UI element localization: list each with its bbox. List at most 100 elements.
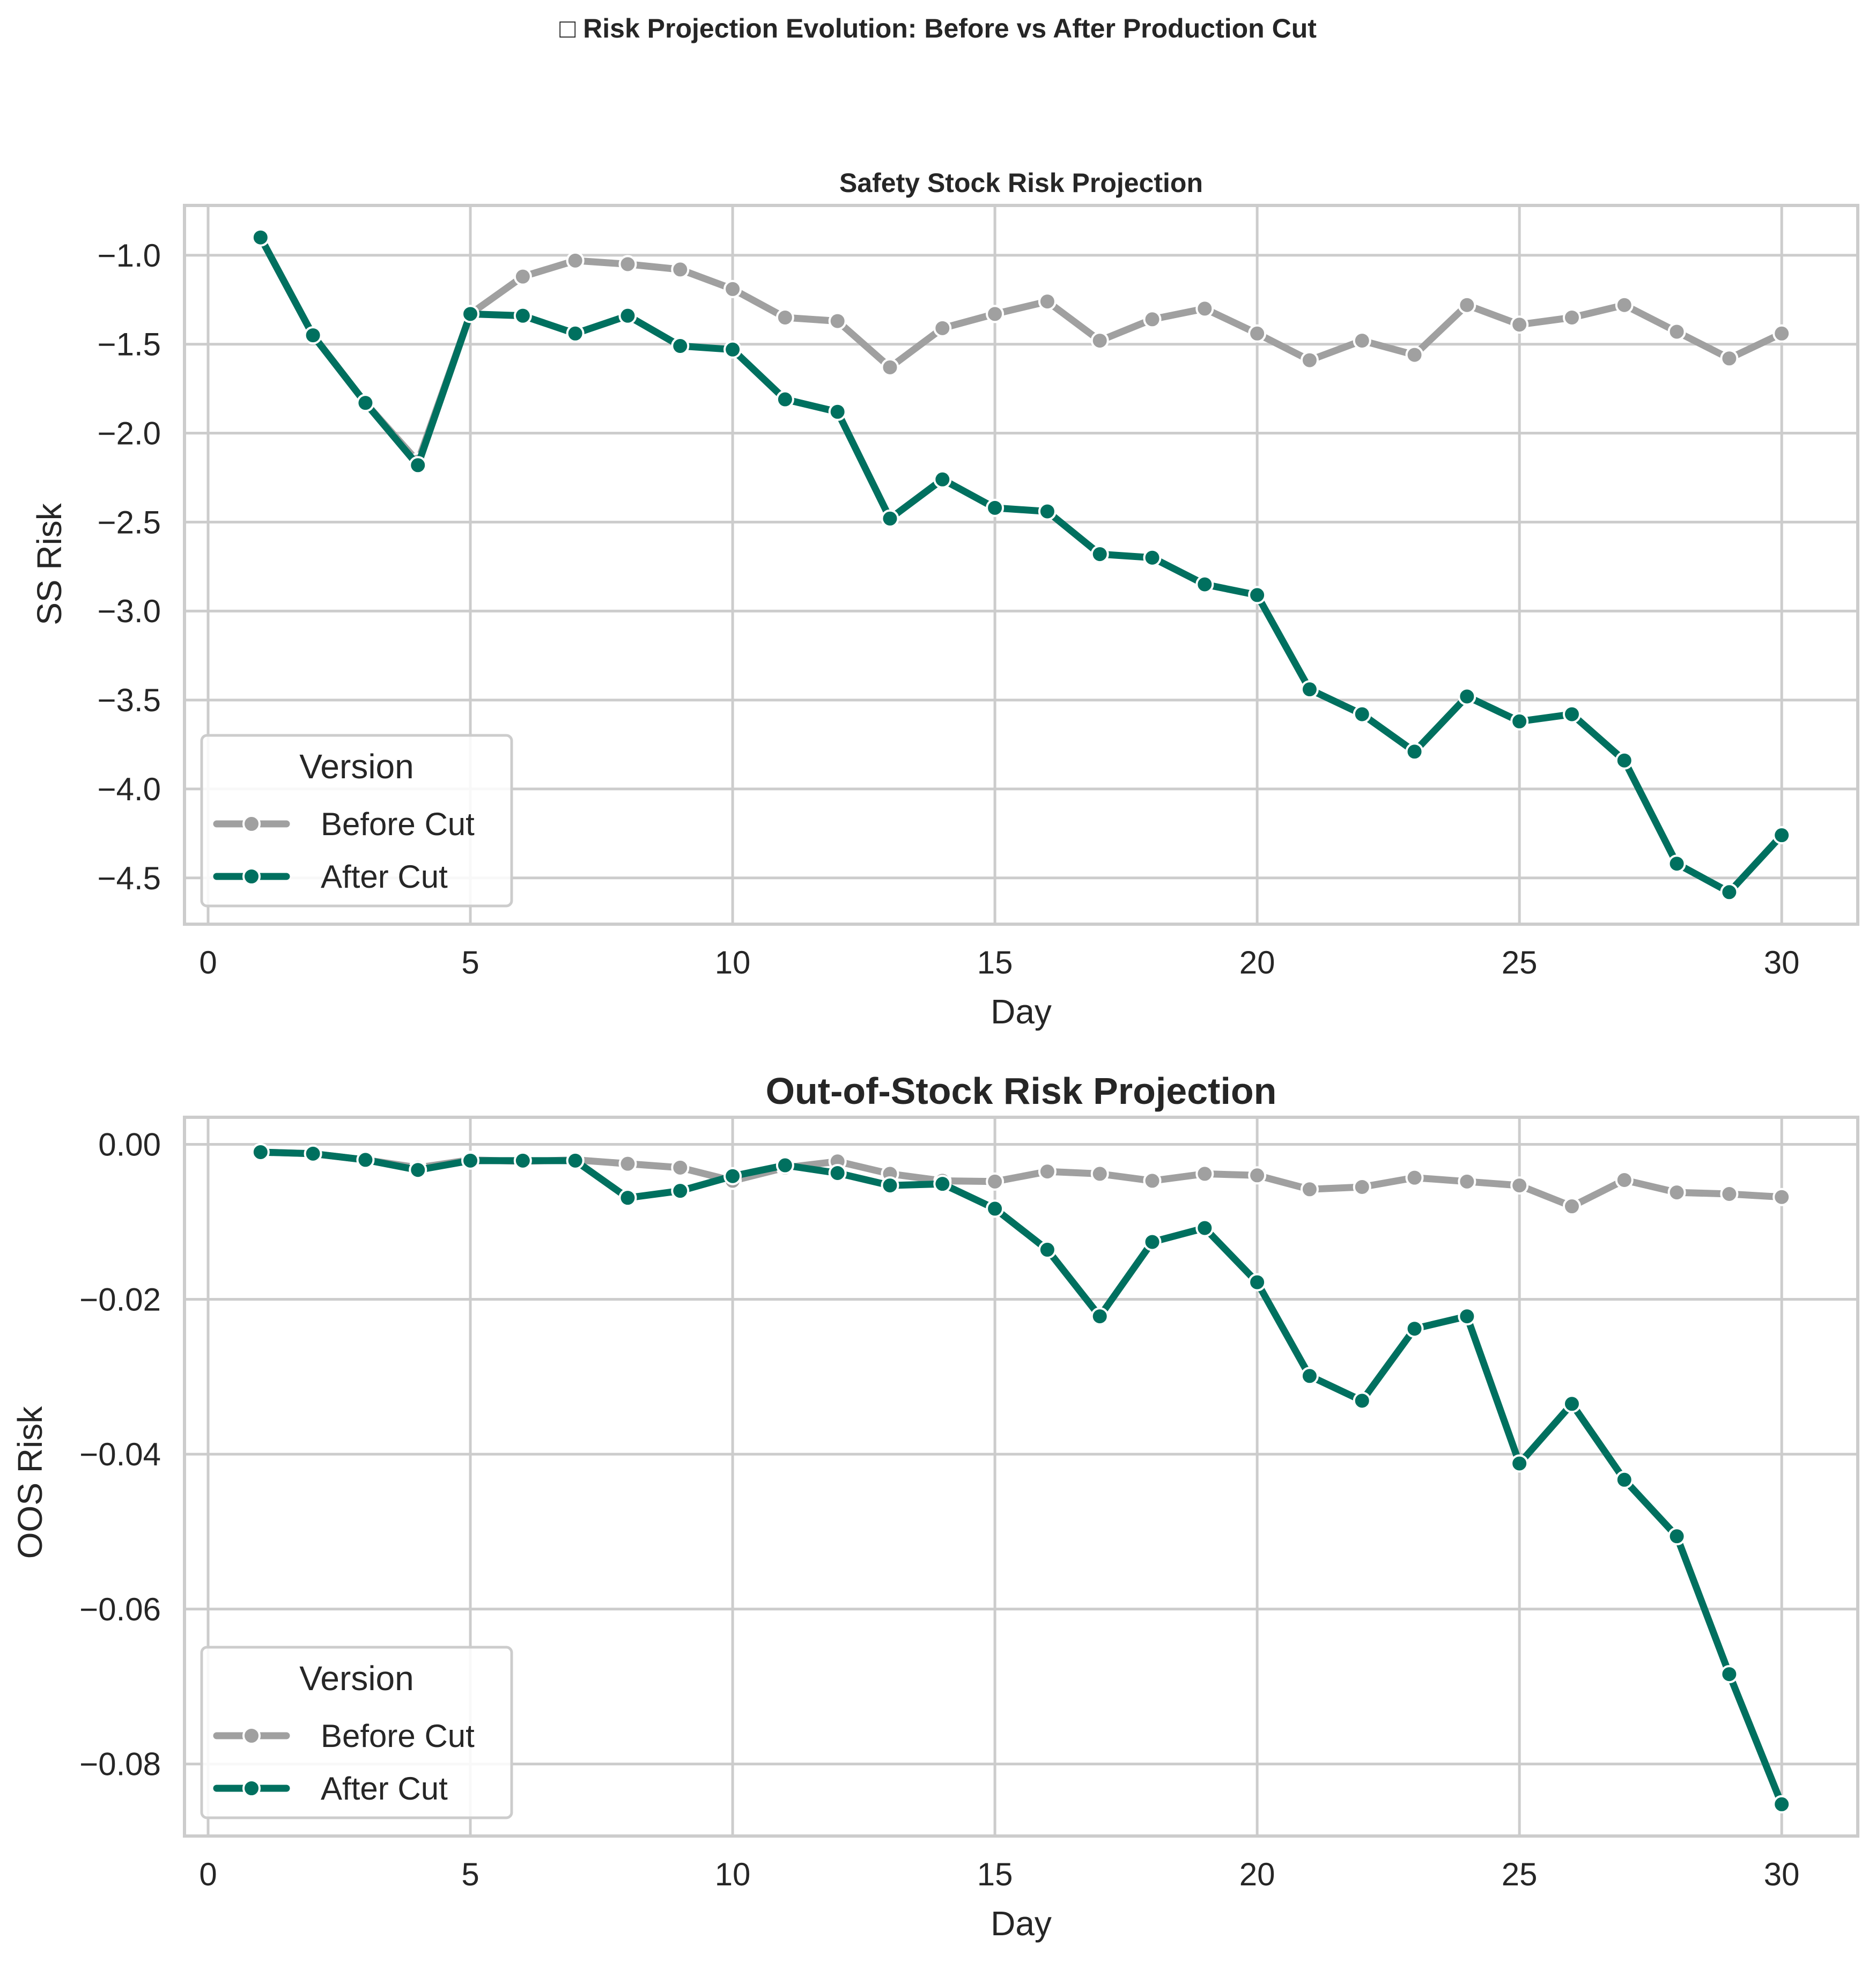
- ss-y-tick-label: −4.0: [98, 771, 161, 807]
- oos-x-tick-label: 25: [1502, 1856, 1538, 1892]
- oos-before-cut-point: [1300, 1180, 1319, 1199]
- oos-before-cut-point: [986, 1172, 1005, 1191]
- ss-after-cut-point: [1195, 575, 1214, 594]
- oos-x-tick-label: 30: [1764, 1856, 1800, 1892]
- oos-before-cut-point: [1510, 1176, 1529, 1195]
- ss-before-cut-point: [1248, 324, 1267, 343]
- oos-after-cut-point: [1772, 1795, 1791, 1813]
- oos-after-cut-point: [723, 1167, 742, 1185]
- oos-risk-chart: Out-of-Stock Risk Projection Day OOS Ris…: [11, 1070, 1859, 1943]
- oos-after-cut-point: [1248, 1273, 1267, 1292]
- ss-after-cut-point: [251, 228, 270, 247]
- oos-before-cut-point: [1143, 1171, 1162, 1190]
- ss-after-cut-point: [723, 340, 742, 359]
- ss-legend: Version Before Cut After Cut: [200, 734, 513, 908]
- ss-before-cut-point: [1615, 296, 1634, 314]
- oos-chart-title: Out-of-Stock Risk Projection: [766, 1070, 1277, 1112]
- ss-after-cut-point: [1405, 742, 1424, 761]
- oos-after-cut-point: [356, 1151, 375, 1169]
- ss-after-cut-point: [828, 402, 847, 421]
- oos-before-cut-point: [1353, 1177, 1371, 1196]
- oos-after-cut-point: [933, 1175, 952, 1193]
- oos-before-cut-point: [1405, 1168, 1424, 1187]
- ss-after-cut-point: [1720, 883, 1739, 902]
- oos-after-cut-point: [1720, 1665, 1739, 1684]
- oos-after-cut-point: [1562, 1395, 1581, 1413]
- oos-after-cut-point: [1405, 1319, 1424, 1338]
- ss-before-cut-point: [1300, 351, 1319, 370]
- ss-y-tick-label: −3.5: [98, 682, 161, 718]
- oos-legend-before-cut-label: Before Cut: [321, 1718, 475, 1754]
- oos-x-tick-label: 0: [199, 1856, 217, 1892]
- ss-after-cut-point: [1300, 680, 1319, 699]
- ss-after-cut-point: [1090, 545, 1109, 564]
- ss-before-cut-point: [1353, 331, 1371, 350]
- ss-before-cut-point: [1562, 308, 1581, 327]
- ss-legend-title: Version: [299, 747, 413, 786]
- oos-after-cut-point: [1195, 1219, 1214, 1237]
- ss-before-cut-point: [1195, 299, 1214, 318]
- ss-after-cut-point: [1458, 687, 1476, 706]
- ss-after-cut-point: [461, 305, 480, 323]
- ss-y-tick-label: −1.5: [98, 327, 161, 363]
- ss-after-cut-point: [513, 306, 532, 325]
- oos-y-tick-label: 0.00: [98, 1127, 161, 1163]
- ss-before-cut-line: [257, 234, 1785, 466]
- ss-before-cut-point: [1090, 331, 1109, 350]
- oos-after-cut-point: [618, 1189, 637, 1207]
- ss-y-tick-label: −3.0: [98, 593, 161, 629]
- oos-before-cut-point: [1248, 1166, 1267, 1185]
- oos-legend-after-cut-label: After Cut: [321, 1771, 448, 1807]
- ss-legend-box: [200, 734, 513, 908]
- oos-legend-box: [200, 1646, 513, 1819]
- oos-y-tick-label: −0.02: [79, 1281, 161, 1317]
- oos-legend-title: Version: [299, 1659, 413, 1698]
- ss-after-cut-point: [1772, 826, 1791, 845]
- oos-after-cut-point: [1667, 1527, 1686, 1546]
- oos-after-cut-point: [513, 1151, 532, 1170]
- ss-after-cut-point: [775, 390, 794, 409]
- oos-plot-frame: [183, 1116, 1859, 1838]
- ss-after-cut-point: [881, 509, 899, 528]
- ss-y-tick-label: −2.0: [98, 416, 161, 452]
- ss-before-cut-point: [828, 312, 847, 330]
- oos-after-cut-point: [1615, 1470, 1634, 1489]
- oos-y-tick-label: −0.08: [79, 1746, 161, 1782]
- oos-after-cut-point: [566, 1151, 585, 1170]
- ss-before-cut-point: [1667, 322, 1686, 341]
- ss-before-cut-point: [1405, 345, 1424, 364]
- ss-before-cut-point: [986, 305, 1005, 323]
- ss-plot-frame: [183, 204, 1859, 926]
- oos-before-cut-point: [618, 1154, 637, 1173]
- oos-x-tick-label: 5: [461, 1856, 479, 1892]
- ss-before-cut-point: [933, 319, 952, 337]
- oos-before-cut-point: [1458, 1172, 1476, 1191]
- ss-legend-before-cut-marker: [242, 815, 261, 833]
- oos-x-tick-label: 15: [977, 1856, 1013, 1892]
- ss-after-cut-point: [356, 394, 375, 412]
- ss-before-cut-point: [723, 279, 742, 298]
- oos-y-axis-label: OOS Risk: [11, 1406, 49, 1559]
- oos-before-cut-point: [1667, 1183, 1686, 1202]
- ss-chart-title: Safety Stock Risk Projection: [839, 168, 1203, 198]
- oos-legend-after-cut-marker: [242, 1779, 261, 1797]
- ss-after-cut-point: [1615, 751, 1634, 770]
- oos-after-cut-point: [775, 1156, 794, 1175]
- ss-after-cut-point: [1353, 705, 1371, 724]
- ss-before-cut-point: [1038, 292, 1057, 311]
- ss-after-cut-point: [1248, 586, 1267, 604]
- ss-after-cut-point: [671, 337, 690, 356]
- oos-after-cut-point: [1458, 1307, 1476, 1326]
- oos-before-cut-point: [1038, 1162, 1057, 1181]
- figure-title: □ Risk Projection Evolution: Before vs A…: [559, 13, 1317, 43]
- ss-after-cut-point: [1667, 854, 1686, 873]
- ss-y-tick-label: −1.0: [98, 238, 161, 274]
- oos-after-cut-point: [828, 1163, 847, 1182]
- ss-x-tick-label: 10: [715, 945, 751, 980]
- ss-after-cut-point: [986, 498, 1005, 517]
- oos-after-cut-point: [251, 1142, 270, 1161]
- ss-x-tick-label: 25: [1502, 945, 1538, 980]
- oos-before-cut-point: [1562, 1197, 1581, 1216]
- ss-legend-after-cut-marker: [242, 867, 261, 886]
- ss-before-cut-point: [566, 251, 585, 270]
